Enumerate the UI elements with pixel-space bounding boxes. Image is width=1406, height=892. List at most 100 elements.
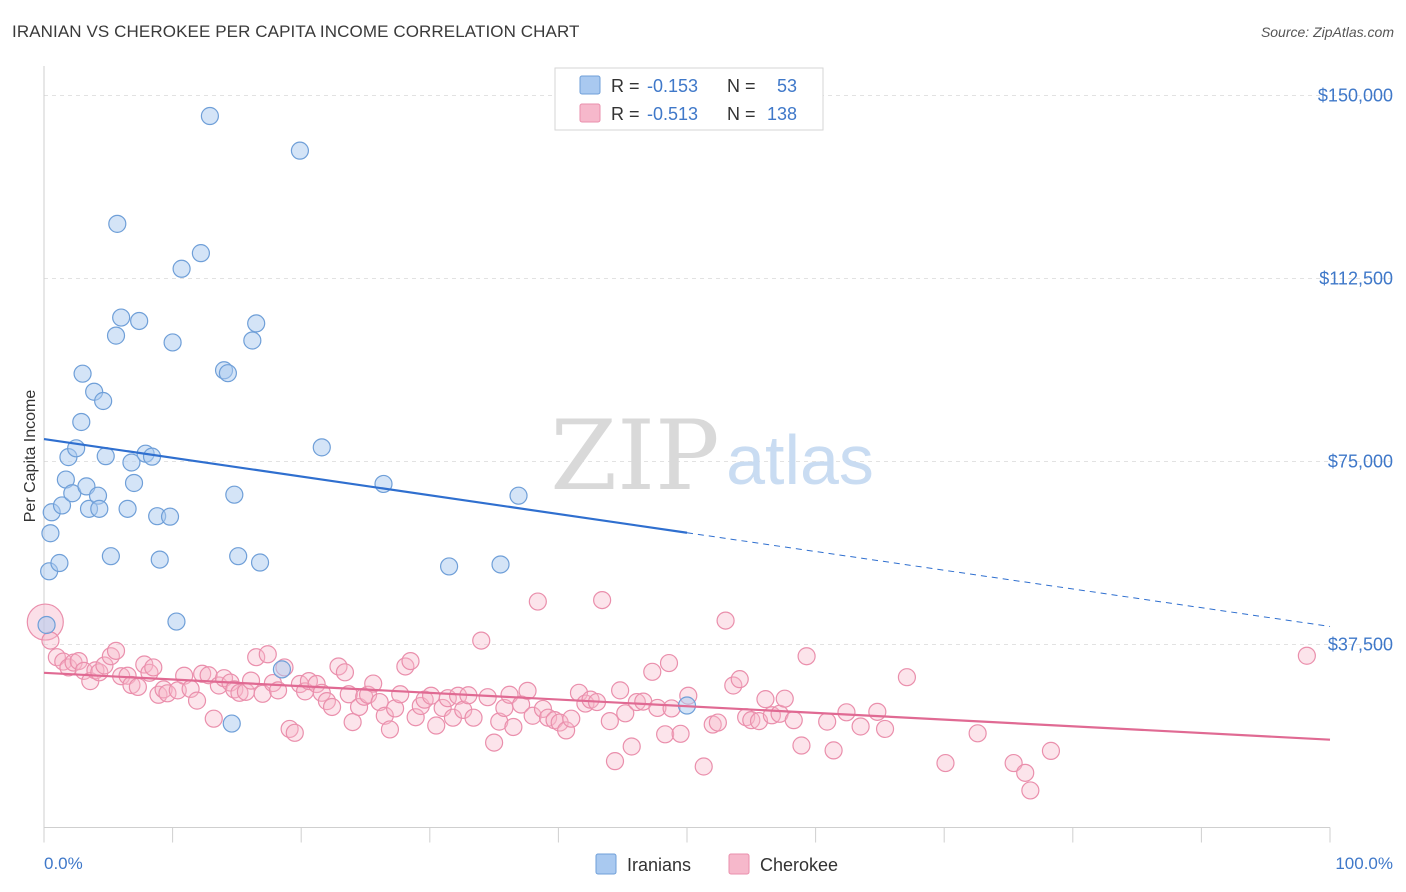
- iranians-point: [112, 308, 131, 327]
- iranians-point: [491, 555, 510, 574]
- iranians-point: [243, 331, 262, 350]
- cherokee-point: [149, 685, 168, 704]
- iranians-point: [101, 547, 120, 566]
- cherokee-point: [600, 712, 619, 731]
- iranians-point: [122, 453, 141, 472]
- cherokee-point: [285, 723, 304, 742]
- y-tick-label-2: $112,500: [1319, 269, 1393, 289]
- y-tick-label-3: $150,000: [1318, 86, 1393, 106]
- legend-r-label-cherokee: R =: [611, 104, 640, 124]
- cherokee-point: [375, 706, 394, 725]
- trend-lines: [43, 437, 1331, 741]
- iranians-point: [290, 141, 310, 160]
- series-legend: Iranians Cherokee: [595, 853, 838, 875]
- cherokee-point: [775, 689, 794, 708]
- x-tick-label-min: 0.0%: [44, 854, 83, 873]
- cherokee-point: [500, 685, 519, 704]
- cherokee-point: [230, 683, 249, 702]
- cherokee-point: [694, 757, 713, 776]
- cherokee-point: [716, 611, 735, 630]
- cherokee-point: [317, 692, 337, 711]
- iranians-point: [191, 244, 210, 263]
- iranians-point: [439, 557, 459, 576]
- cherokee-point: [204, 709, 223, 728]
- cherokee-point: [656, 725, 675, 744]
- iranians-point: [124, 473, 144, 493]
- bottom-legend-swatch-iranians: [595, 853, 617, 875]
- cherokee-point: [490, 712, 509, 731]
- legend-r-value-iranians: -0.153: [647, 76, 698, 96]
- cherokee-point: [659, 653, 679, 673]
- cherokee-trend-line: [43, 671, 1331, 741]
- cherokee-point: [897, 668, 917, 687]
- legend-n-value-cherokee: 138: [767, 104, 797, 124]
- iranians-point: [172, 259, 191, 278]
- cherokee-point: [837, 703, 856, 722]
- y-tick-label-1: $75,000: [1328, 452, 1393, 472]
- cherokee-point: [936, 753, 955, 773]
- cherokee-point: [518, 681, 537, 700]
- cherokee-point: [370, 692, 389, 712]
- cherokee-point: [322, 697, 342, 717]
- watermark-zip: ZIP: [550, 400, 719, 512]
- iranians-point: [96, 447, 115, 466]
- iranians-point: [160, 507, 180, 526]
- cherokee-point: [128, 677, 147, 697]
- cherokee-point: [622, 737, 641, 756]
- cherokee-point: [1297, 646, 1316, 665]
- gridlines: [44, 95, 1393, 646]
- cherokee-point: [349, 697, 369, 717]
- cherokee-point: [335, 663, 355, 682]
- iranians-point: [106, 326, 126, 345]
- cherokee-point: [401, 651, 420, 671]
- cherokee-point: [643, 662, 662, 681]
- legend-n-value-iranians: 53: [777, 76, 797, 96]
- axes: [43, 66, 1331, 843]
- cherokee-point: [756, 690, 775, 709]
- watermark: ZIP atlas: [550, 400, 874, 512]
- bottom-legend-label-cherokee: Cherokee: [760, 855, 838, 875]
- iranians-point: [222, 714, 241, 733]
- cherokee-point: [144, 658, 163, 677]
- iranians-point: [250, 553, 270, 572]
- iranians-point: [73, 364, 92, 383]
- iranians-point: [167, 612, 186, 631]
- cherokee-point: [528, 592, 547, 611]
- cherokee-point: [533, 699, 553, 719]
- iranians-point: [72, 412, 91, 432]
- cherokee-point: [225, 680, 244, 699]
- cherokee-point: [504, 717, 523, 737]
- iranians-point: [52, 496, 72, 515]
- cherokee-point: [742, 711, 761, 730]
- cherokee-point: [427, 716, 446, 735]
- iranians-point: [200, 106, 219, 126]
- cherokee-point: [824, 741, 843, 760]
- chart-title: IRANIAN VS CHEROKEE PER CAPITA INCOME CO…: [12, 22, 580, 41]
- iranians-point: [150, 550, 169, 569]
- cherokee-point: [730, 670, 749, 689]
- cherokee-point: [339, 685, 358, 704]
- cherokee-point: [464, 708, 483, 727]
- cherokee-point: [241, 671, 261, 690]
- iranians-point: [90, 499, 109, 518]
- cherokee-point: [1004, 753, 1023, 773]
- cherokee-point: [343, 712, 362, 732]
- cherokee-point: [380, 720, 400, 739]
- iranians-point: [225, 485, 244, 504]
- source-label: Source: ZipAtlas.com: [1260, 24, 1394, 40]
- cherokee-point: [611, 681, 630, 700]
- bottom-legend-label-iranians: Iranians: [627, 855, 691, 875]
- series-iranians-points: [37, 106, 697, 733]
- cherokee-point: [818, 712, 837, 731]
- iranians-point: [118, 499, 137, 518]
- cherokee-point: [523, 706, 542, 725]
- legend-r-value-cherokee: -0.513: [647, 104, 698, 124]
- legend-r-label-iranians: R =: [611, 76, 640, 96]
- cherokee-point: [396, 657, 415, 676]
- cherokee-point: [708, 713, 727, 732]
- y-tick-label-0: $37,500: [1328, 635, 1393, 655]
- iranians-point: [130, 311, 149, 331]
- cherokee-point: [557, 721, 576, 740]
- iranians-point: [163, 333, 182, 352]
